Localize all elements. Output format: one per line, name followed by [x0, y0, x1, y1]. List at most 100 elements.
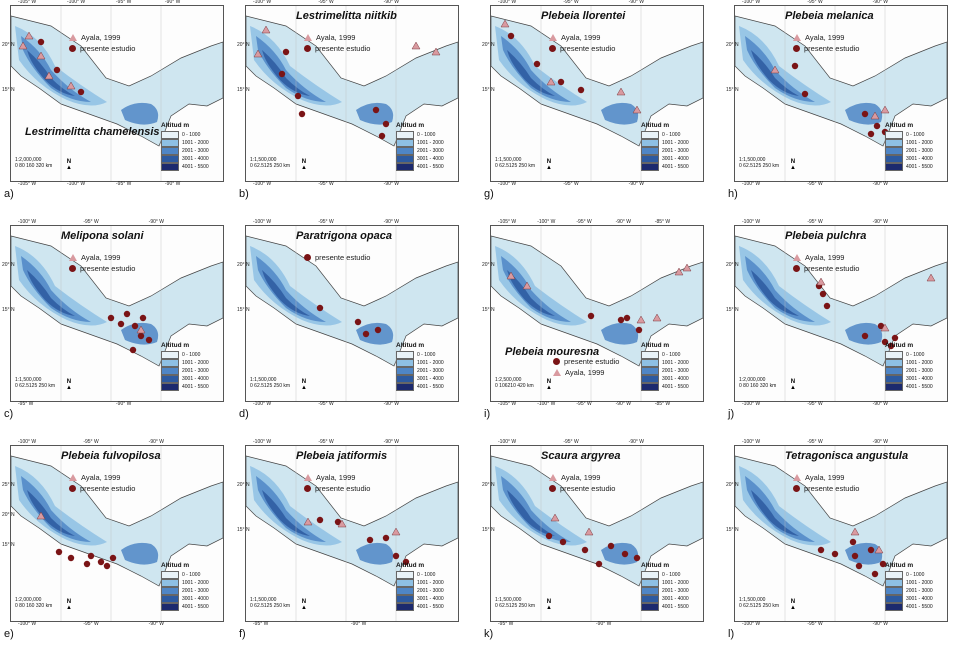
scale-distance: 0 62.5125 250 km — [250, 163, 291, 169]
legend-label: Ayala, 1999 — [316, 33, 356, 42]
north-arrow-glyph: ▲ — [790, 385, 796, 391]
altitude-range: 1001 - 2000 — [906, 580, 933, 586]
ayala-marker — [652, 313, 662, 322]
altitude-swatch — [885, 571, 903, 579]
scale-bar: 1:1,500,000 0 62.5125 250 km — [495, 597, 535, 609]
map-panel: Plebeia mouresna presente estudio Ayala, 1… — [482, 219, 708, 436]
altitude-swatch — [641, 383, 659, 391]
coordinate-label: 15° N — [726, 87, 739, 93]
coordinate-label: -95° W — [498, 621, 514, 627]
altitude-legend: Altitud m 0 - 1000 1001 - 2000 2001 - 3000 3… — [641, 562, 697, 611]
ayala-marker — [926, 273, 936, 282]
coordinate-label: -95° W — [807, 0, 823, 5]
coordinate-label: -95° W — [576, 219, 592, 225]
coordinate-label: -95° W — [253, 621, 269, 627]
scale-bar: 1:2,000,000 0 80 160 320 km — [15, 597, 52, 609]
presente-marker — [77, 88, 85, 96]
altitude-row: 3001 - 4000 — [885, 375, 941, 383]
coordinate-label: -100° W — [253, 181, 272, 187]
ayala-marker — [616, 87, 626, 96]
scale-ratio: 1:1,500,000 — [250, 597, 277, 603]
presente-marker — [362, 330, 370, 338]
north-arrow-glyph: ▲ — [546, 605, 552, 611]
mexico-map-svg — [246, 6, 458, 181]
species-title: Plebeia jatiformis — [296, 450, 388, 462]
elevation-region — [21, 256, 91, 322]
legend-label: Ayala, 1999 — [805, 253, 845, 262]
presente-marker — [559, 538, 567, 546]
altitude-row: 2001 - 3000 — [161, 587, 217, 595]
presente-marker — [861, 332, 869, 340]
coordinate-label: -90° W — [872, 439, 888, 445]
altitude-legend: Altitud m 0 - 1000 1001 - 2000 2001 - 3000 3… — [641, 342, 697, 391]
elevation-region — [262, 490, 310, 536]
altitude-range: 1001 - 2000 — [182, 360, 209, 366]
presente-marker — [366, 536, 374, 544]
north-arrow-icon: N ▲ — [790, 159, 796, 171]
ayala-marker — [337, 519, 347, 528]
north-arrow-glyph: ▲ — [546, 165, 552, 171]
altitude-row: 1001 - 2000 — [641, 359, 697, 367]
coordinate-label: -90° W — [596, 621, 612, 627]
altitude-swatch — [641, 571, 659, 579]
legend-row: presente estudio — [549, 483, 615, 494]
coordinate-label: -90° W — [628, 439, 644, 445]
north-label: N — [66, 159, 72, 165]
coordinate-label: -95° W — [807, 181, 823, 187]
altitude-row: 0 - 1000 — [161, 351, 217, 359]
altitude-range: 3001 - 4000 — [662, 376, 689, 382]
presente-marker — [117, 320, 125, 328]
presente-marker — [278, 70, 286, 78]
altitude-legend: Altitud m 0 - 1000 1001 - 2000 2001 - 3000 3… — [161, 562, 217, 611]
presente-marker — [107, 314, 115, 322]
panel-label: d) — [239, 408, 249, 420]
triangle-marker-icon — [69, 254, 77, 261]
elevation-region — [751, 490, 799, 536]
altitude-row: 3001 - 4000 — [885, 595, 941, 603]
coordinate-label: -95° W — [318, 0, 334, 5]
coordinate-label: -100° W — [253, 219, 272, 225]
presente-marker — [145, 336, 153, 344]
presente-marker — [55, 548, 63, 556]
elevation-region — [250, 466, 342, 546]
legend-label: presente estudio — [80, 484, 136, 493]
circle-marker-icon — [69, 45, 76, 52]
altitude-row: 4001 - 5500 — [396, 603, 452, 611]
altitude-swatch — [641, 375, 659, 383]
altitude-row: 1001 - 2000 — [396, 359, 452, 367]
species-title: Plebeia pulchra — [785, 230, 867, 242]
coordinate-label: -95° W — [18, 401, 34, 407]
altitude-range: 4001 - 5500 — [662, 384, 689, 390]
elevation-region — [262, 270, 310, 316]
elevation-region — [121, 542, 159, 565]
coordinate-label: 20° N — [482, 42, 495, 48]
altitude-row: 2001 - 3000 — [641, 587, 697, 595]
presente-marker — [97, 558, 105, 566]
landmass — [735, 235, 947, 367]
altitude-range: 1001 - 2000 — [417, 360, 444, 366]
presente-marker — [316, 516, 324, 524]
altitude-row: 1001 - 2000 — [641, 579, 697, 587]
coordinate-label: -90° W — [383, 401, 399, 407]
map-panel: Scaura argyrea Ayala, 1999 presente estudi… — [482, 439, 708, 656]
presente-marker — [817, 546, 825, 554]
marker-legend: Ayala, 1999 presente estudio — [793, 252, 859, 274]
legend-row: presente estudio — [69, 483, 135, 494]
presente-marker — [891, 334, 899, 342]
scale-distance: 0 62.5125 250 km — [739, 603, 780, 609]
legend-label: presente estudio — [804, 44, 860, 53]
north-arrow-icon: N ▲ — [790, 599, 796, 611]
coordinate-label: -95° W — [318, 439, 334, 445]
coordinate-label: 15° N — [237, 307, 250, 313]
legend-row: Ayala, 1999 — [69, 252, 135, 263]
legend-row: presente estudio — [793, 263, 859, 274]
elevation-region — [15, 26, 107, 106]
coordinate-label: -90° W — [351, 621, 367, 627]
elevation-region — [250, 26, 342, 106]
ayala-marker — [632, 105, 642, 114]
ayala-marker — [431, 47, 441, 56]
elevation-region — [739, 246, 831, 326]
circle-marker-icon — [549, 485, 556, 492]
altitude-row: 2001 - 3000 — [641, 147, 697, 155]
ayala-marker — [880, 105, 890, 114]
